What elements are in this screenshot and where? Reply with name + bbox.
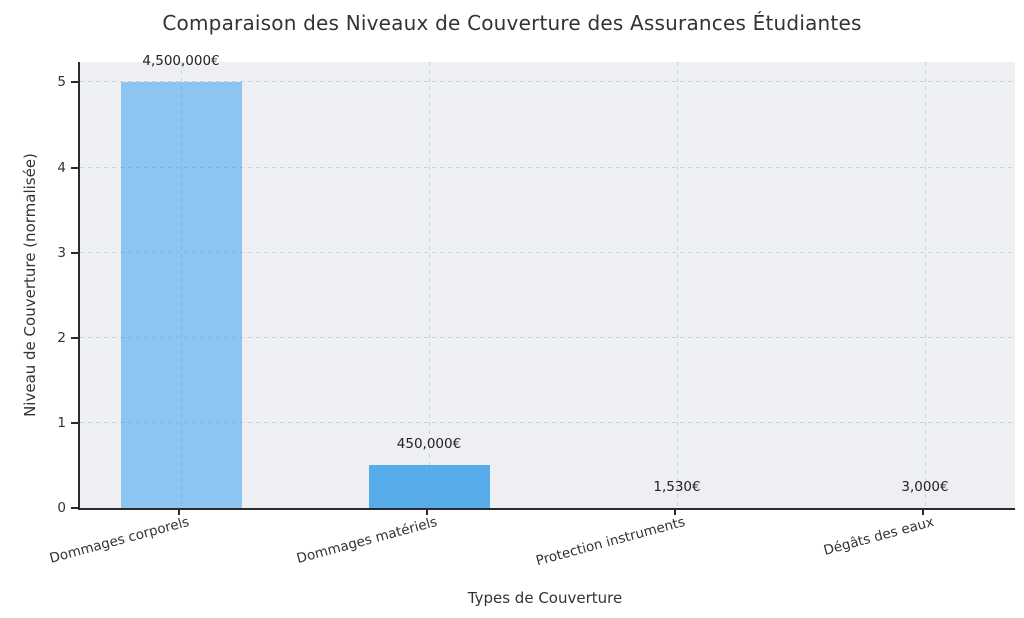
y-axis-label: Niveau de Couverture (normalisée) bbox=[21, 153, 39, 417]
x-tick-mark bbox=[426, 508, 428, 515]
x-tick-mark bbox=[178, 508, 180, 515]
y-tick-mark bbox=[71, 252, 78, 254]
y-tick-label: 5 bbox=[57, 74, 66, 90]
plot-area: 4,500,000€ 450,000€ 1,530€ 3,000€ bbox=[78, 53, 1015, 510]
y-tick-label: 1 bbox=[57, 415, 66, 431]
x-tick-label: Dégâts des eaux bbox=[821, 514, 936, 559]
bar-value-label: 4,500,000€ bbox=[142, 53, 220, 69]
bar bbox=[120, 82, 242, 508]
y-tick-mark bbox=[71, 167, 78, 169]
bar-value-label: 3,000€ bbox=[901, 479, 949, 495]
y-tick-mark bbox=[71, 81, 78, 83]
bar-value-label: 450,000€ bbox=[396, 436, 462, 452]
y-tick-mark bbox=[71, 422, 78, 424]
bar-value-label: 1,530€ bbox=[653, 479, 701, 495]
x-tick-label: Dommages matériels bbox=[295, 514, 440, 567]
x-tick-mark bbox=[674, 508, 676, 515]
y-tick-label: 0 bbox=[57, 500, 66, 516]
y-tick-mark bbox=[71, 337, 78, 339]
y-tick-label: 3 bbox=[57, 245, 66, 261]
y-tick-label: 4 bbox=[57, 160, 66, 176]
chart-title: Comparaison des Niveaux de Couverture de… bbox=[162, 11, 862, 35]
y-tick-label: 2 bbox=[57, 330, 66, 346]
x-tick-label: Protection instruments bbox=[534, 514, 688, 570]
x-axis-label: Types de Couverture bbox=[467, 589, 623, 607]
x-tick-mark bbox=[922, 508, 924, 515]
x-tick-label: Dommages corporels bbox=[48, 514, 192, 567]
bar bbox=[368, 465, 490, 508]
y-tick-mark bbox=[71, 507, 78, 509]
